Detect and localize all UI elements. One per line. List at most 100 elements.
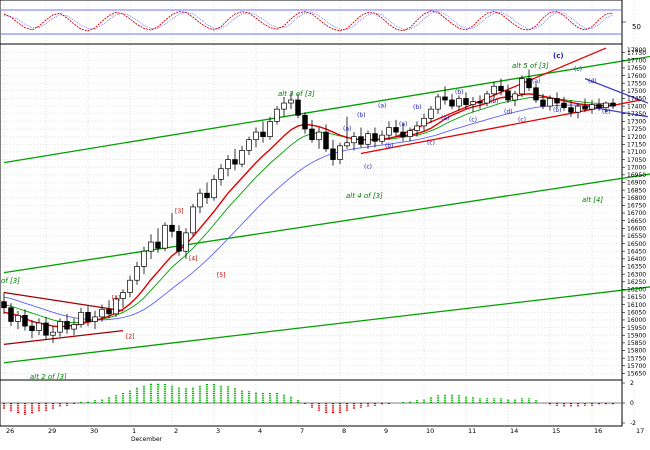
y-tick-label: 16750 xyxy=(627,203,646,210)
wave-label: (a) xyxy=(378,103,386,110)
candle-body xyxy=(505,90,511,101)
x-tick-label: 16 xyxy=(594,427,602,435)
candle-body xyxy=(498,85,504,92)
x-tick-label: 11 xyxy=(468,427,476,435)
y-tick-label: 17100 xyxy=(627,149,646,156)
candle-body xyxy=(400,131,406,138)
annotation-alt2: alt 2 of [3] xyxy=(30,373,67,381)
candle-body xyxy=(477,101,483,104)
candle-body xyxy=(554,98,560,104)
trend-line xyxy=(3,173,650,274)
candle-body xyxy=(78,311,84,325)
wave-label: [2] xyxy=(126,333,135,340)
candle-body xyxy=(379,134,385,142)
y-tick-label: 15800 xyxy=(627,348,646,355)
candle-body xyxy=(134,266,140,281)
candle-body xyxy=(288,99,294,104)
candle-body xyxy=(176,231,182,252)
macd-tick-label: -2 xyxy=(630,420,636,427)
ma-mid-line xyxy=(3,96,614,324)
x-tick-label: 29 xyxy=(48,427,56,435)
candle-body xyxy=(120,292,126,299)
candle-body xyxy=(393,127,399,133)
wave-label: [1] xyxy=(112,295,121,302)
candle-body xyxy=(421,117,427,127)
candle-body xyxy=(253,131,259,141)
wave-label: (b) xyxy=(413,104,422,111)
x-tick-label: 14 xyxy=(510,427,518,435)
candle-body xyxy=(274,108,280,122)
price-axis: 1775017700176501760017550175001745017400… xyxy=(622,47,646,378)
candle-body xyxy=(386,127,392,136)
candle-body xyxy=(127,279,133,293)
moving-averages xyxy=(3,93,614,328)
candle-body xyxy=(351,136,357,144)
x-month-label: December xyxy=(131,436,163,443)
candle-body xyxy=(8,307,14,322)
y-tick-label: 16250 xyxy=(627,279,646,286)
y-tick-label: 17700 xyxy=(627,57,646,64)
y-tick-label: 16800 xyxy=(627,195,646,202)
candle-body xyxy=(225,159,231,170)
wave-label: (a) xyxy=(532,78,540,85)
candle-body xyxy=(57,321,63,333)
candle-body xyxy=(246,139,252,151)
candle-body xyxy=(456,98,462,107)
annotation-alt-bracket4: alt [4] xyxy=(582,196,603,204)
y-tick-label: 16400 xyxy=(627,256,646,263)
y-tick-label: 17350 xyxy=(627,111,646,118)
ma-short-line xyxy=(3,93,613,328)
candle-body xyxy=(106,308,112,315)
candle-body xyxy=(526,78,532,89)
y-tick-label: 16350 xyxy=(627,264,646,271)
x-tick-label: 10 xyxy=(426,427,434,435)
oscillator-lines xyxy=(1,9,626,35)
y-tick-label: 17300 xyxy=(627,119,646,126)
y-tick-label: 16950 xyxy=(627,172,646,179)
y-tick-label: 17500 xyxy=(627,88,646,95)
trend-line xyxy=(584,105,649,118)
candle-body xyxy=(449,99,455,107)
candle-body xyxy=(470,101,476,105)
y-tick-label: 16700 xyxy=(627,210,646,217)
candle-body xyxy=(484,93,490,104)
trend-line xyxy=(584,77,649,104)
y-tick-label: 15650 xyxy=(627,371,646,378)
wave-label: (c) xyxy=(469,116,477,123)
y-tick-label: 17200 xyxy=(627,134,646,141)
candle-body xyxy=(1,301,7,309)
candle-body xyxy=(533,87,539,101)
candle-body xyxy=(141,250,147,267)
y-tick-label: 16050 xyxy=(627,310,646,317)
candle-body xyxy=(295,99,301,116)
y-tick-label: 17000 xyxy=(627,164,646,171)
candle-body xyxy=(218,168,224,180)
oscillator-label: 50 xyxy=(632,23,641,31)
y-tick-label: 16100 xyxy=(627,302,646,309)
annotation-alt5: alt 5 of [3] xyxy=(512,62,549,70)
candle-body xyxy=(148,241,154,252)
y-tick-label: 15900 xyxy=(627,332,646,339)
x-tick-label: 3 xyxy=(216,427,220,435)
x-tick-label: 7 xyxy=(300,427,304,435)
wave-label: (c) xyxy=(574,66,582,73)
candle-body xyxy=(22,315,28,327)
y-tick-label: 15750 xyxy=(627,355,646,362)
wave-label: (a) xyxy=(343,126,351,133)
candle-body xyxy=(197,192,203,208)
candle-body xyxy=(372,133,378,142)
candle-body xyxy=(281,102,287,110)
candle-body xyxy=(204,192,210,199)
macd-tick-label: 0 xyxy=(630,400,634,407)
candle-body xyxy=(547,98,553,107)
wave-label: (e) xyxy=(602,109,610,116)
candle-body xyxy=(561,102,567,108)
candle-body xyxy=(414,125,420,131)
candle-body xyxy=(519,78,525,95)
wave-label: (b) xyxy=(553,107,562,114)
wave-label: (d) xyxy=(504,109,513,116)
wave-label: (a) xyxy=(441,115,449,122)
candle-body xyxy=(330,148,336,160)
candle-body xyxy=(169,224,175,232)
wave-label: [4] xyxy=(189,255,198,262)
